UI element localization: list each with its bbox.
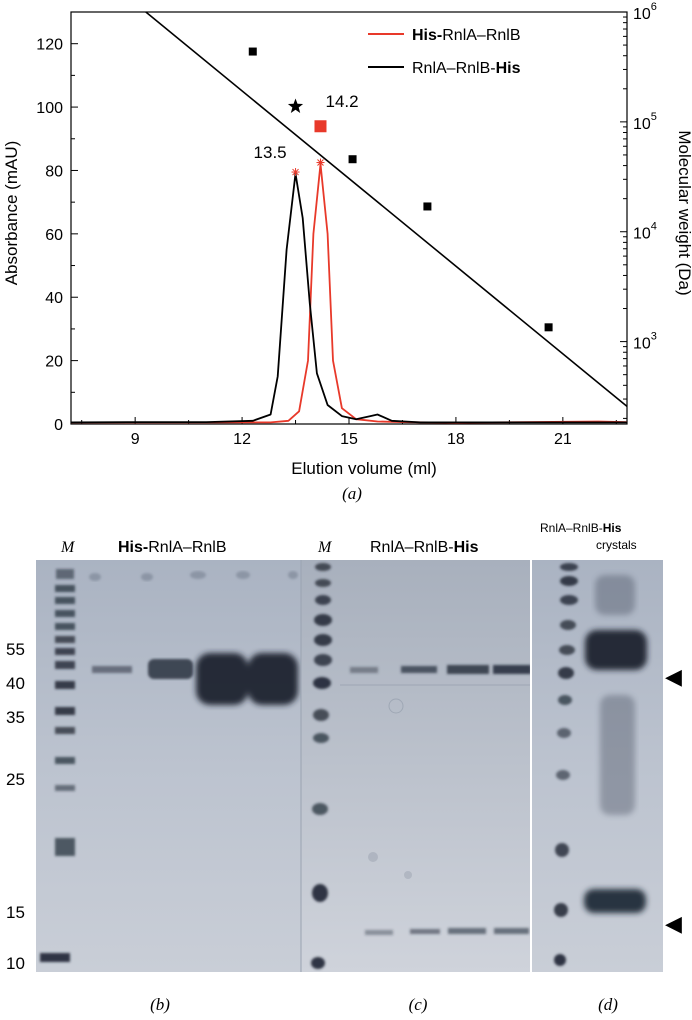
calibration-line: [145, 11, 628, 408]
gel-d: [530, 560, 663, 972]
y2-tick-label: 104: [633, 221, 657, 243]
legend-label-0: His-RnlA–RnlB: [412, 27, 521, 44]
legend-label-bold: His-: [412, 27, 442, 44]
gel-d-title-rest: RnlA–RnlB-: [540, 521, 603, 535]
gel-c-marker-label: M: [318, 539, 332, 556]
y2-tick-exponent: 4: [651, 221, 657, 233]
mw-label-15: 15: [6, 903, 25, 922]
chart-axes: [70, 11, 628, 425]
calibration-layer: [145, 11, 628, 408]
y2-tick-label: 103: [633, 331, 657, 353]
y2-axis-label: Molecular weight (Da): [675, 130, 692, 295]
y-tick-label: 20: [45, 354, 63, 371]
peak-marker-stroke: [317, 159, 324, 166]
y2-tick-exponent: 5: [651, 111, 657, 123]
y-tick-label: 0: [54, 417, 63, 434]
elution-chart: 9 12 15 18 21 0 20 40 60 80 100 120 103 104 105 106 14.…: [2, 1, 692, 478]
caption-a: (a): [342, 484, 362, 503]
legend-label-bold: His: [496, 60, 521, 77]
calibration-point: [248, 47, 257, 56]
y-tick-label: 100: [36, 100, 63, 117]
gel-b-title-rest: RnlA–RnlB: [148, 539, 227, 556]
plot-frame: [70, 11, 628, 425]
peak-label-red: 14.2: [325, 92, 358, 111]
series-line-1: [70, 172, 627, 424]
mw-label-10: 10: [6, 954, 25, 973]
arrow-upper-icon: ◀: [665, 664, 682, 689]
caption-c: (c): [408, 995, 428, 1014]
gel-b-title-bold: His-: [118, 539, 149, 556]
caption-d: (d): [598, 995, 618, 1014]
gel-c: [300, 560, 531, 972]
y-tick-label: 60: [45, 227, 63, 244]
gel-c-title-rest: RnlA–RnlB-: [370, 539, 454, 556]
sample-star-marker: [287, 98, 304, 113]
y2-tick-exponent: 6: [651, 1, 657, 13]
gel-images: [36, 560, 663, 972]
series-layer: 14.2 13.5: [70, 92, 628, 424]
series-line-0: [71, 163, 628, 424]
mw-label-55: 55: [6, 640, 25, 659]
y2-tick-exponent: 3: [651, 331, 657, 343]
calibration-point: [423, 202, 432, 211]
y-axis-label: Absorbance (mAU): [2, 141, 21, 286]
calibration-point: [348, 155, 357, 164]
gel-d-subtitle: crystals: [596, 538, 637, 552]
y-tick-label: 120: [36, 37, 63, 54]
gel-c-title-bold: His: [453, 539, 479, 556]
caption-b: (b): [150, 995, 170, 1014]
gel-b: [36, 560, 306, 972]
mw-label-25: 25: [6, 770, 25, 789]
x-tick-label: 18: [447, 431, 465, 448]
x-tick-label: 9: [131, 431, 140, 448]
gel-b-title: His-RnlA–RnlB: [118, 539, 227, 557]
x-tick-label: 12: [233, 431, 251, 448]
gel-d-title-bold: His: [602, 521, 622, 535]
arrow-lower-icon: ◀: [665, 911, 682, 936]
mw-label-40: 40: [6, 674, 25, 693]
chart-legend: His-RnlA–RnlB RnlA–RnlB-His: [368, 27, 521, 77]
y2-tick-label: 106: [633, 1, 657, 23]
x-axis-label: Elution volume (ml): [291, 459, 437, 478]
peak-marker-stroke: [292, 168, 299, 176]
x-tick-label: 21: [554, 431, 572, 448]
x-tick-label: 15: [340, 431, 358, 448]
calibration-point: [544, 323, 553, 332]
sample-square-marker: [314, 120, 327, 133]
y2-tick-label: 105: [633, 111, 657, 133]
peak-marker: [316, 158, 325, 167]
chart-tick-labels: 9 12 15 18 21 0 20 40 60 80 100 120 103 104 105 106: [36, 1, 657, 448]
gel-c-title: RnlA–RnlB-His: [370, 539, 479, 557]
y-tick-label: 40: [45, 290, 63, 307]
y-tick-label: 80: [45, 163, 63, 180]
peak-marker: [291, 168, 300, 177]
gel-b-marker-label: M: [61, 539, 75, 556]
legend-label-1: RnlA–RnlB-His: [412, 60, 521, 77]
peak-label-black: 13.5: [254, 143, 287, 162]
legend-label-rest: RnlA–RnlB: [442, 27, 520, 44]
mw-label-35: 35: [6, 708, 25, 727]
legend-label-rest: RnlA–RnlB-: [412, 60, 496, 77]
gel-d-title: RnlA–RnlB-His: [540, 521, 690, 535]
